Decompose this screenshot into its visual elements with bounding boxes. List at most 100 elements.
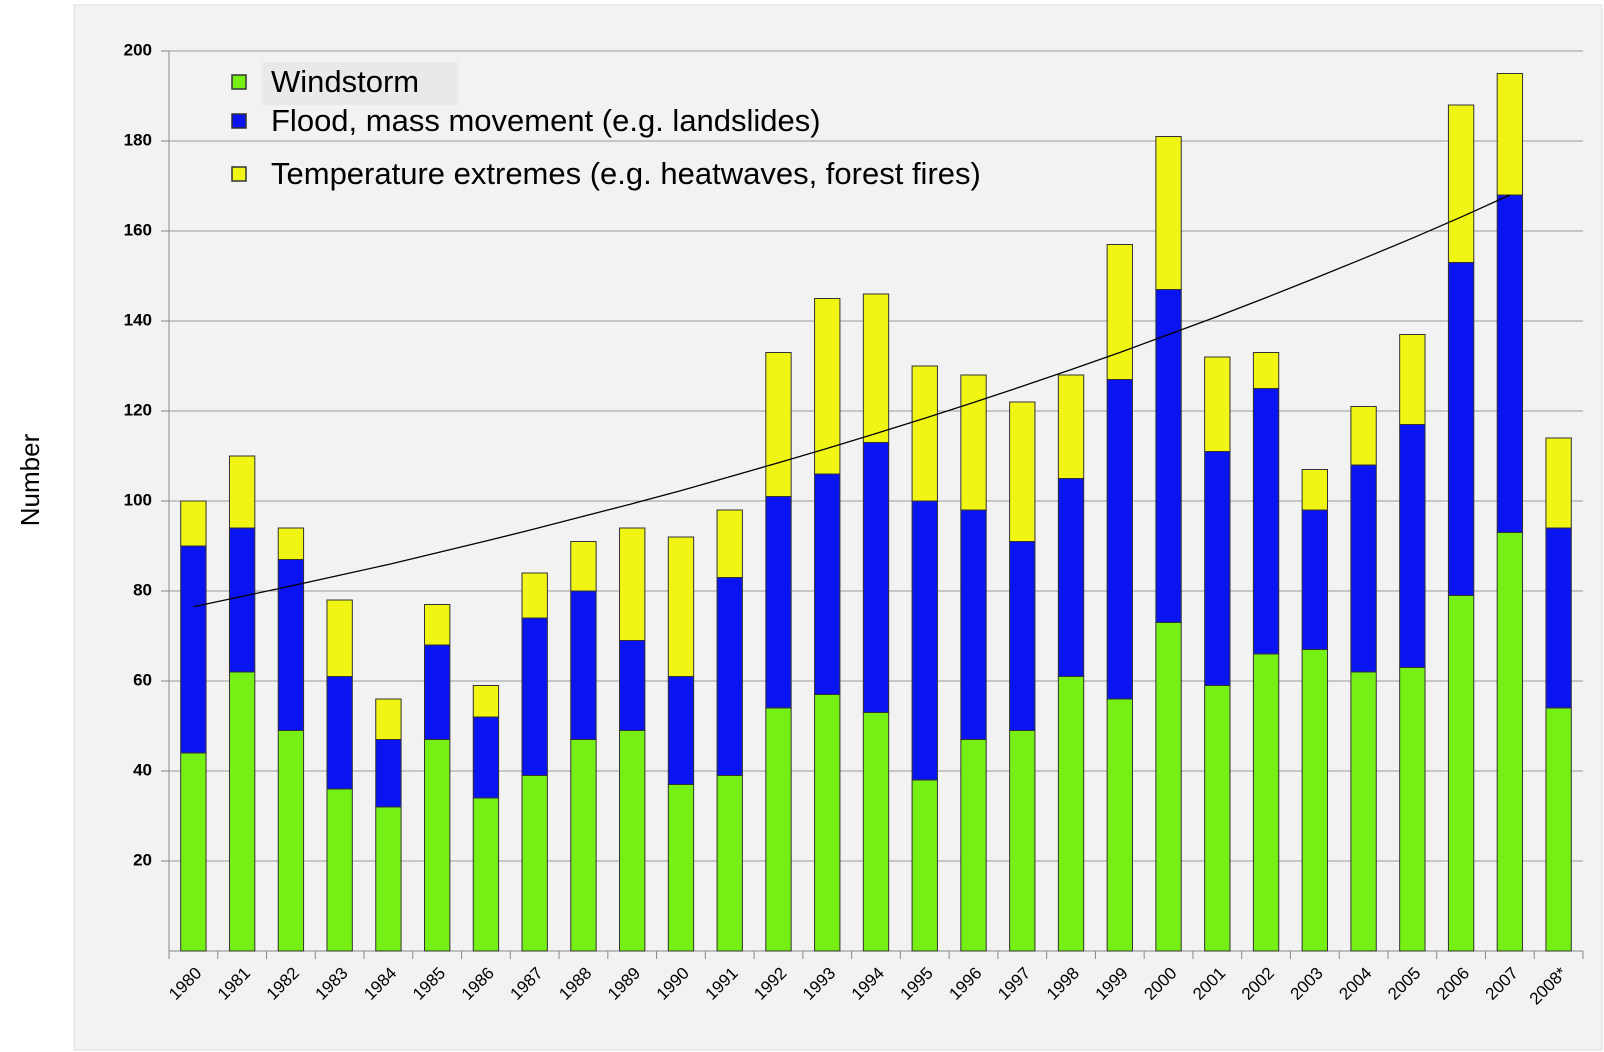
bar-segment [911,500,938,781]
y-tick-label: 180 [124,130,152,149]
bar-segment [423,644,451,740]
bar-segment [716,509,743,578]
bar-segment [1447,104,1475,263]
legend-highlight [262,62,458,105]
bar-segment [716,775,743,952]
y-tick-label: 80 [133,580,152,599]
bar-segment [472,685,500,718]
bar-segment [1106,698,1133,952]
bar-segment [1301,469,1329,511]
y-tick-label: 20 [133,850,152,869]
bar-segment [472,716,500,799]
bar-segment [619,640,646,731]
bar-segment [814,473,841,695]
bar-segment [521,572,548,619]
bar-segment [277,730,305,952]
bar-segment [667,536,695,677]
bar-segment [862,712,890,952]
bar-segment [228,527,256,673]
bar-segment [1399,424,1426,668]
bar-segment [1350,671,1377,952]
bar-segment [1009,401,1036,542]
bar-segment [375,698,402,740]
y-tick-label: 60 [133,670,152,689]
bar-segment [521,775,548,952]
legend-label: Flood, mass movement (e.g. landslides) [271,103,821,138]
bar-segment [277,527,305,560]
bar-segment [277,559,305,731]
bar-segment [1106,379,1133,700]
y-tick-label: 40 [133,760,152,779]
bar-segment [1496,532,1524,952]
bar-segment [326,676,353,790]
bar-segment [570,739,597,952]
bar-segment [619,730,646,952]
bar-segment [1545,707,1572,952]
legend-swatch [231,166,247,182]
bar-segment [1496,73,1524,196]
bar-segment [326,788,353,952]
y-tick-label: 140 [124,310,152,329]
bar-segment [1057,478,1085,677]
bar-segment [1447,595,1475,952]
bar-segment [326,599,353,677]
bar-segment [570,541,597,592]
bar-segment [1106,244,1133,380]
bar-segment [228,455,256,529]
bar-segment [862,442,890,713]
bar-segment [960,374,987,511]
bar-segment [1155,136,1182,290]
bar-segment [911,779,938,952]
bar-segment [1204,685,1231,952]
bar-segment [1155,622,1182,952]
bar-segment [1155,289,1182,623]
bar-segment [375,806,402,952]
y-tick-label: 200 [124,40,152,59]
bar-segment [1447,262,1475,596]
bar-segment [180,545,207,754]
bar-segment [1350,464,1377,673]
bar-segment [521,617,548,776]
bar-segment [1057,374,1085,479]
bar-segment [1301,509,1329,650]
y-tick-label: 160 [124,220,152,239]
bar-segment [814,694,841,952]
bar-segment [765,352,792,497]
bar-segment [423,739,451,952]
y-tick-label: 100 [124,490,152,509]
bar-segment [1252,352,1280,389]
bar-segment [472,797,500,952]
bar-segment [1252,388,1280,655]
bar-segment [716,577,743,776]
bar-segment [619,527,646,641]
bar-segment [911,365,938,502]
bar-segment [1252,653,1280,952]
bar-segment [1545,437,1572,529]
bar-segment [1009,541,1036,731]
bar-segment [667,676,695,785]
bar-segment [1350,406,1377,466]
bar-segment [180,500,207,547]
bar-segment [960,739,987,952]
bar-segment [1301,649,1329,952]
bar-segment [180,752,207,952]
bar-segment [1399,334,1426,425]
bar-segment [1057,676,1085,952]
bar-segment [228,671,256,952]
bar-segment [960,509,987,740]
bar-segment [1009,730,1036,952]
bar-segment [667,784,695,952]
bar-segment [765,496,792,709]
bar-segment [1399,667,1426,952]
bar-segment [765,707,792,952]
bar-segment [814,298,841,475]
bar-segment [1545,527,1572,709]
bar-segment [570,590,597,740]
legend-swatch [231,113,247,129]
legend-label: Windstorm [271,64,419,99]
bar-segment [1496,194,1524,533]
bar-segment [1204,451,1231,686]
legend-label: Temperature extremes (e.g. heatwaves, fo… [271,156,981,191]
trendline [193,194,1511,608]
